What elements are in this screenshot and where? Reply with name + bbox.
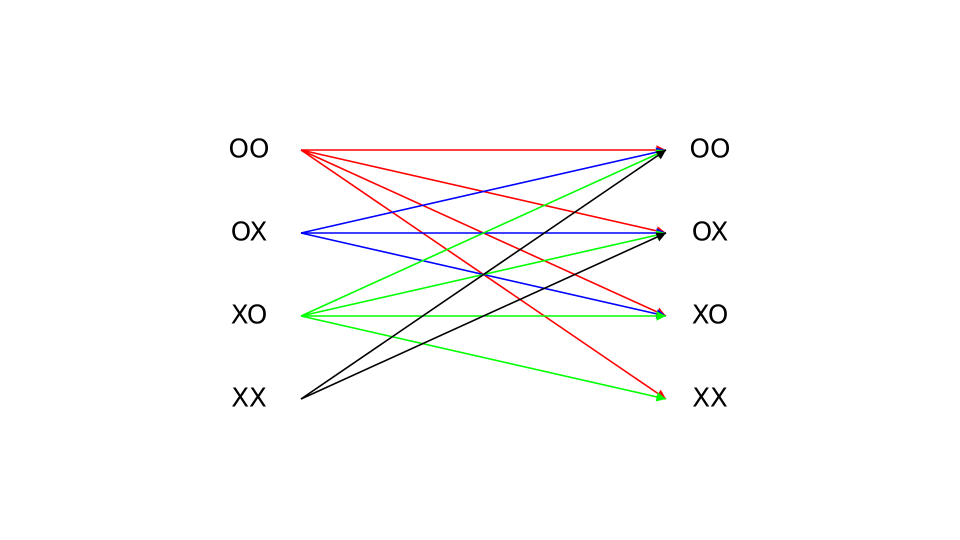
right-state-label-oo: OO	[690, 135, 731, 165]
right-state-label-ox: OX	[692, 218, 729, 248]
arrow-xx-to-oo	[300, 149, 667, 400]
arrow-xo-to-oo	[300, 149, 667, 317]
arrow-xx-to-ox	[300, 232, 667, 400]
left-state-column: OO OX XO XX	[229, 135, 270, 414]
left-state-label-xx: XX	[231, 384, 267, 414]
left-state-label-ox: OX	[231, 218, 268, 248]
transition-arrows	[300, 145, 667, 402]
arrow-xo-to-xx	[300, 315, 667, 402]
right-state-label-xo: XO	[692, 301, 729, 331]
arrow-ox-to-oo	[300, 147, 667, 234]
left-state-label-xo: XO	[231, 301, 268, 331]
left-state-label-oo: OO	[229, 135, 270, 165]
right-state-column: OO OX XO XX	[690, 135, 731, 414]
right-state-label-xx: XX	[692, 384, 728, 414]
